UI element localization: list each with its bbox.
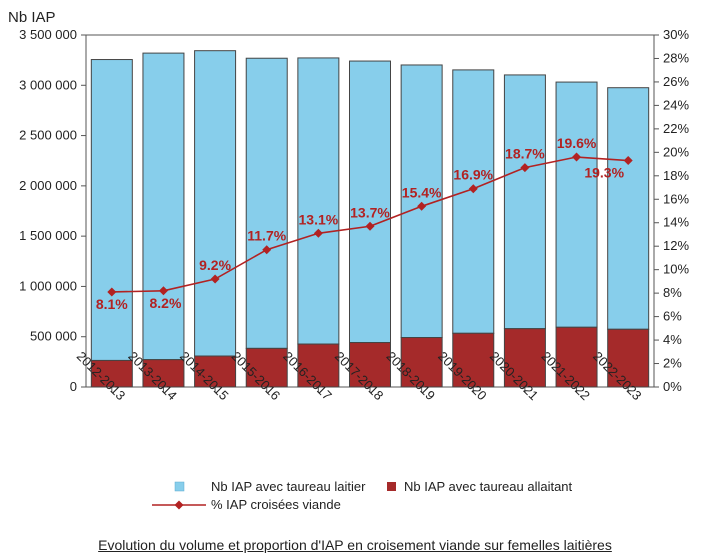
y2-tick-label: 24% — [663, 97, 689, 112]
y2-tick-label: 14% — [663, 215, 689, 230]
pct-marker — [468, 184, 478, 194]
y2-tick-label: 30% — [663, 27, 689, 42]
pct-data-label: 13.7% — [350, 204, 390, 220]
pct-marker — [365, 221, 375, 231]
legend: Nb IAP avec taureau laitier Nb IAP avec t… — [152, 479, 573, 512]
bar-laitier — [607, 87, 650, 330]
bar-allaitant — [452, 332, 495, 388]
bar-allaitant — [400, 337, 443, 388]
pct-data-label: 18.7% — [505, 146, 545, 162]
y-tick-label: 3 000 000 — [19, 77, 77, 92]
bar-allaitant — [245, 347, 288, 388]
pct-data-label: 13.1% — [299, 211, 339, 227]
y-tick-label: 1 500 000 — [19, 228, 77, 243]
pct-data-label: 8.1% — [96, 296, 128, 312]
bar-laitier — [503, 74, 546, 330]
y2-tick-label: 6% — [663, 309, 682, 324]
pct-marker — [417, 201, 427, 211]
y2-tick-label: 4% — [663, 332, 682, 347]
y-axis-title: Nb IAP — [8, 9, 56, 26]
y2-tick-label: 26% — [663, 74, 689, 89]
pct-data-label: 19.6% — [557, 135, 597, 151]
y-tick-label: 2 500 000 — [19, 128, 77, 143]
pct-marker — [210, 274, 220, 284]
y2-tick-label: 22% — [663, 121, 689, 136]
chart-caption: Evolution du volume et proportion d'IAP … — [98, 537, 612, 553]
y-tick-label: 0 — [70, 379, 77, 394]
pct-marker — [158, 286, 168, 296]
pct-data-label: 9.2% — [199, 257, 231, 273]
bar-allaitant — [297, 343, 340, 388]
legend-label-allaitant: Nb IAP avec taureau allaitant — [404, 479, 573, 494]
y2-tick-label: 18% — [663, 168, 689, 183]
legend-label-laitier: Nb IAP avec taureau laitier — [211, 479, 366, 494]
bar-laitier — [349, 60, 391, 344]
y-tick-label: 3 500 000 — [19, 27, 77, 42]
pct-data-label: 8.2% — [149, 295, 181, 311]
y2-tick-label: 28% — [663, 50, 689, 65]
y2-tick-label: 12% — [663, 238, 689, 253]
bar-laitier — [142, 52, 185, 361]
pct-marker — [520, 163, 530, 173]
y2-tick-label: 0% — [663, 379, 682, 394]
plot-area: 0 500 000 1 000 000 1 500 000 2 000 000 2 500… — [19, 27, 689, 403]
bar-laitier — [297, 57, 340, 345]
chart: Nb IAP 0 500 000 1 000 000 1 500 000 2 000 0… — [8, 9, 689, 512]
pct-marker — [107, 287, 117, 297]
pct-marker — [262, 245, 272, 255]
legend-label-pct: % IAP croisées viande — [211, 497, 341, 512]
y2-tick-label: 2% — [663, 356, 682, 371]
y2-tick-label: 8% — [663, 285, 682, 300]
y2-tick-label: 10% — [663, 262, 689, 277]
bar-laitier — [245, 57, 288, 349]
pct-marker — [572, 152, 582, 162]
bar-allaitant — [349, 342, 391, 388]
y-tick-label: 500 000 — [30, 329, 77, 344]
pct-data-label: 15.4% — [402, 184, 442, 200]
pct-data-label: 16.9% — [453, 167, 493, 183]
legend-swatch-allaitant — [387, 482, 396, 491]
bar-allaitant — [607, 328, 650, 388]
bar-laitier — [90, 59, 133, 361]
y2-tick-label: 16% — [663, 191, 689, 206]
y-tick-label: 2 000 000 — [19, 178, 77, 193]
legend-swatch-laitier — [174, 481, 185, 492]
pct-marker — [623, 156, 633, 166]
bar-allaitant — [194, 355, 237, 388]
pct-data-label: 11.7% — [247, 228, 286, 244]
y2-tick-label: 20% — [663, 144, 689, 159]
legend-marker-pct — [174, 500, 184, 510]
pct-marker — [313, 228, 323, 238]
y-tick-label: 1 000 000 — [19, 278, 77, 293]
bar-laitier — [555, 81, 598, 328]
bar-laitier — [452, 69, 495, 334]
pct-data-label: 19.3% — [584, 165, 624, 181]
bar-laitier — [194, 50, 237, 357]
